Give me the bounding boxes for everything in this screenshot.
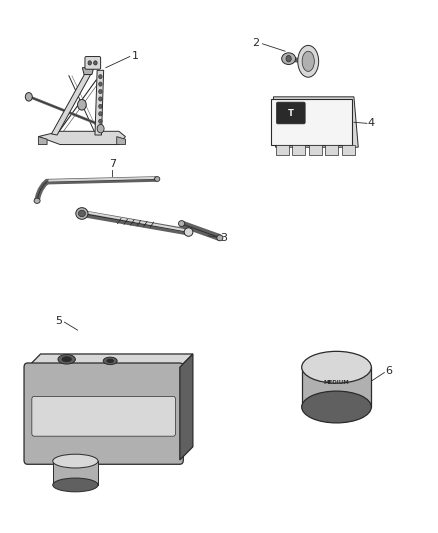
Text: 2: 2: [252, 38, 259, 48]
Circle shape: [78, 100, 86, 110]
Ellipse shape: [76, 208, 88, 219]
Polygon shape: [273, 97, 358, 147]
Polygon shape: [276, 144, 289, 155]
Ellipse shape: [62, 357, 71, 362]
Text: MEDIUM: MEDIUM: [324, 379, 350, 385]
Polygon shape: [51, 74, 91, 135]
Polygon shape: [292, 144, 305, 155]
Polygon shape: [39, 131, 125, 144]
Circle shape: [286, 55, 291, 62]
Ellipse shape: [34, 198, 40, 204]
Text: 7: 7: [109, 159, 116, 169]
Polygon shape: [117, 136, 125, 144]
Circle shape: [88, 61, 92, 65]
Circle shape: [99, 104, 102, 109]
Ellipse shape: [184, 228, 193, 236]
Text: 4: 4: [368, 118, 375, 128]
Circle shape: [99, 82, 102, 86]
Ellipse shape: [53, 478, 98, 492]
Polygon shape: [302, 367, 371, 407]
Circle shape: [25, 93, 32, 101]
FancyBboxPatch shape: [85, 56, 101, 69]
Ellipse shape: [155, 176, 160, 181]
Ellipse shape: [302, 51, 314, 71]
Circle shape: [97, 124, 104, 133]
Ellipse shape: [302, 391, 371, 423]
Ellipse shape: [58, 354, 75, 364]
Circle shape: [99, 112, 102, 116]
Polygon shape: [309, 144, 322, 155]
Ellipse shape: [103, 357, 117, 365]
Polygon shape: [180, 354, 193, 460]
Circle shape: [99, 119, 102, 123]
Text: 5: 5: [55, 316, 62, 326]
Ellipse shape: [298, 45, 319, 77]
Ellipse shape: [78, 211, 85, 216]
Polygon shape: [82, 68, 94, 75]
Ellipse shape: [217, 235, 223, 241]
Circle shape: [99, 126, 102, 131]
FancyBboxPatch shape: [24, 363, 184, 464]
Polygon shape: [271, 100, 352, 144]
FancyBboxPatch shape: [276, 102, 305, 124]
Circle shape: [99, 97, 102, 101]
Polygon shape: [53, 461, 98, 485]
Polygon shape: [28, 354, 193, 367]
Text: T: T: [288, 109, 294, 118]
Polygon shape: [342, 144, 355, 155]
Circle shape: [94, 61, 97, 65]
Circle shape: [99, 90, 102, 94]
Text: 3: 3: [220, 233, 227, 243]
Polygon shape: [325, 144, 338, 155]
Ellipse shape: [179, 221, 185, 227]
Polygon shape: [39, 136, 47, 144]
FancyBboxPatch shape: [32, 397, 176, 436]
Text: 6: 6: [385, 367, 392, 376]
Ellipse shape: [302, 351, 371, 383]
Ellipse shape: [282, 53, 296, 64]
Ellipse shape: [107, 359, 114, 363]
Text: 1: 1: [132, 51, 139, 61]
Circle shape: [99, 75, 102, 79]
Ellipse shape: [53, 454, 98, 468]
Polygon shape: [95, 70, 104, 135]
